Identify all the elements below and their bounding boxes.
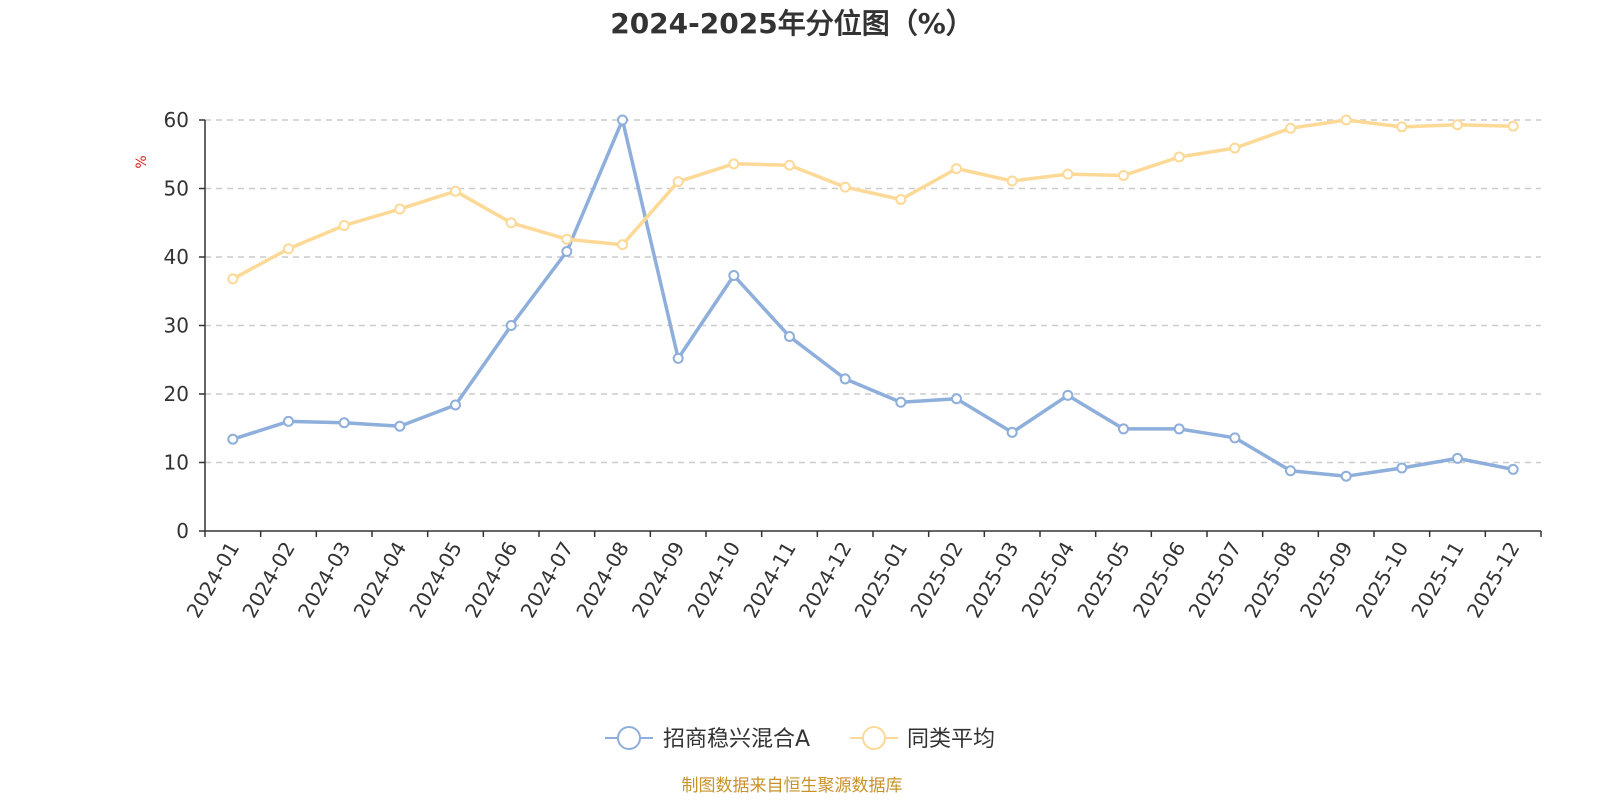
x-tick-label: 2024-05 xyxy=(404,538,467,622)
data-point xyxy=(1173,423,1185,435)
x-tick-label: 2025-09 xyxy=(1295,538,1358,622)
x-tick-label: 2025-08 xyxy=(1239,538,1302,622)
x-tick-label: 2024-11 xyxy=(738,538,801,622)
x-tick-label: 2024-07 xyxy=(516,538,579,622)
data-point xyxy=(1285,465,1296,477)
data-point xyxy=(505,217,517,229)
data-point xyxy=(895,193,907,205)
legend-marker xyxy=(862,726,886,750)
data-point xyxy=(1340,470,1352,482)
data-point xyxy=(728,158,740,170)
y-tick-label: 50 xyxy=(164,177,189,201)
data-point xyxy=(1229,432,1241,444)
data-point xyxy=(394,420,406,432)
x-tick-label: 2025-11 xyxy=(1406,538,1469,622)
series-line xyxy=(232,118,1514,478)
data-point xyxy=(505,320,517,331)
data-point xyxy=(1452,119,1463,131)
data-point xyxy=(617,239,628,251)
data-point xyxy=(951,163,962,175)
y-tick-labels: 0 10 20 30 40 50 60 xyxy=(164,108,205,543)
x-tick-label: 2024-02 xyxy=(237,538,300,622)
data-point xyxy=(450,185,461,197)
y-tick-label: 40 xyxy=(164,245,189,269)
y-axis-label: % xyxy=(134,155,150,168)
x-tick-label: 2025-01 xyxy=(850,538,913,622)
x-tick-label: 2025-04 xyxy=(1017,538,1080,622)
legend-label: 同类平均 xyxy=(907,727,995,752)
data-point xyxy=(839,181,851,193)
x-tick-label: 2025-05 xyxy=(1072,538,1135,622)
data-point xyxy=(672,352,684,364)
legend: 招商稳兴混合A 同类平均 xyxy=(605,726,995,752)
data-point xyxy=(1396,121,1408,133)
data-point xyxy=(394,203,406,215)
chart-title: 2024-2025年分位图（%） xyxy=(610,7,974,40)
data-point xyxy=(450,399,461,411)
data-point xyxy=(1006,175,1018,187)
x-tick-label: 2024-01 xyxy=(182,538,245,622)
y-tick-label: 60 xyxy=(164,108,189,132)
legend-item-2: 同类平均 xyxy=(850,726,995,752)
y-tick-label: 0 xyxy=(176,519,189,543)
data-point xyxy=(338,219,350,231)
data-point xyxy=(1340,114,1352,126)
data-point xyxy=(728,269,740,281)
data-point xyxy=(1006,426,1018,438)
data-point xyxy=(617,114,628,126)
x-tick-label: 2025-02 xyxy=(905,538,968,622)
x-tick-label: 2024-03 xyxy=(293,538,356,622)
data-point xyxy=(951,393,962,405)
x-tick-label: 2024-08 xyxy=(571,538,634,622)
series-2 xyxy=(227,114,1519,285)
data-point xyxy=(1118,423,1129,435)
data-point xyxy=(839,373,851,385)
y-tick-label: 10 xyxy=(164,451,189,475)
data-point xyxy=(784,330,795,342)
x-tick-label: 2024-10 xyxy=(683,538,746,622)
x-tick-label: 2024-12 xyxy=(794,538,857,622)
x-tick-label: 2024-06 xyxy=(460,538,523,622)
data-point xyxy=(784,159,795,171)
x-tick-labels: 2024-012024-022024-032024-042024-052024-… xyxy=(182,531,1542,622)
data-point xyxy=(1507,463,1519,475)
data-point xyxy=(1396,462,1408,474)
data-point xyxy=(1062,389,1074,401)
data-point xyxy=(1507,120,1519,132)
y-tick-label: 30 xyxy=(164,314,189,338)
data-point xyxy=(1062,168,1074,180)
data-point xyxy=(283,243,294,255)
x-tick-label: 2024-09 xyxy=(627,538,690,622)
data-point xyxy=(227,433,239,445)
data-point xyxy=(561,246,573,258)
data-point xyxy=(1118,169,1129,181)
data-point xyxy=(1173,151,1185,163)
data-point xyxy=(1452,452,1463,464)
x-tick-label: 2025-12 xyxy=(1462,538,1525,622)
data-point xyxy=(1229,142,1241,154)
legend-item-1: 招商稳兴混合A xyxy=(605,726,810,752)
x-tick-label: 2025-07 xyxy=(1184,538,1247,622)
x-tick-label: 2024-04 xyxy=(349,538,412,622)
x-tick-label: 2025-06 xyxy=(1128,538,1191,622)
data-point xyxy=(1285,122,1296,134)
series-line xyxy=(231,118,1514,281)
data-point xyxy=(672,176,684,188)
data-point xyxy=(561,233,573,245)
grid-lines xyxy=(205,119,1541,464)
series-1 xyxy=(227,114,1519,482)
data-point xyxy=(283,415,294,427)
data-source-note: 制图数据来自恒生聚源数据库 xyxy=(682,776,903,796)
data-point xyxy=(227,273,239,285)
legend-marker xyxy=(617,726,641,750)
y-tick-label: 20 xyxy=(164,382,189,406)
legend-label: 招商稳兴混合A xyxy=(663,727,810,752)
x-tick-label: 2025-03 xyxy=(961,538,1024,622)
data-point xyxy=(338,417,350,429)
series-lines xyxy=(227,114,1519,482)
data-point xyxy=(895,396,907,408)
x-tick-label: 2025-10 xyxy=(1351,538,1414,622)
